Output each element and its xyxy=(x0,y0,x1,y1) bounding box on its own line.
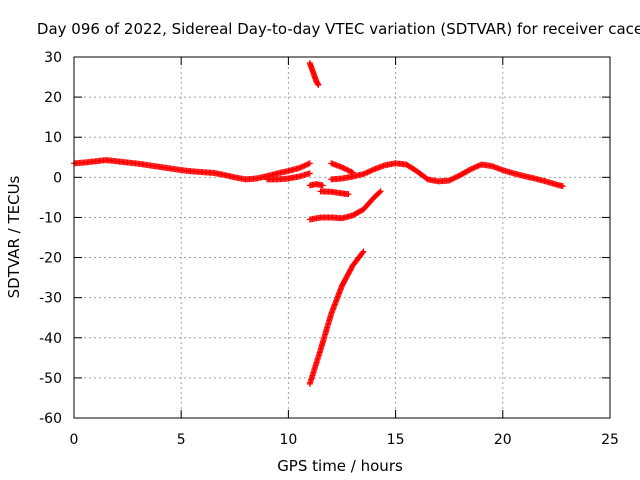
x-tick-label: 25 xyxy=(601,432,619,448)
x-tick-labels: 0 5 10 15 20 25 xyxy=(70,432,619,448)
data-point xyxy=(450,175,457,182)
data-point xyxy=(364,169,371,176)
data-point xyxy=(306,170,313,177)
data-point xyxy=(360,248,367,255)
data-point xyxy=(447,176,454,183)
y-tick-label: -60 xyxy=(39,411,62,427)
data-point xyxy=(467,166,474,173)
series-dip-fragment-b xyxy=(317,188,352,198)
series-steep-descent xyxy=(306,248,367,387)
data-point xyxy=(301,162,308,169)
data-point xyxy=(340,164,347,171)
data-point xyxy=(368,167,375,174)
series-negative-arc xyxy=(306,188,384,223)
data-point xyxy=(347,168,354,175)
data-point xyxy=(454,173,461,180)
y-tick-label: 30 xyxy=(44,50,62,66)
data-point xyxy=(365,168,372,175)
y-tick-label: -20 xyxy=(39,251,62,267)
data-point xyxy=(300,163,307,170)
x-axis-label: GPS time / hours xyxy=(277,457,403,475)
y-tick-label: 20 xyxy=(44,90,62,106)
x-tick-label: 15 xyxy=(387,432,405,448)
series-dip-fragment-a xyxy=(306,181,326,189)
data-point xyxy=(305,160,312,167)
y-tick-label: -30 xyxy=(39,291,62,307)
data-point xyxy=(315,82,322,89)
series-recovery-trace xyxy=(328,160,566,190)
data-point xyxy=(448,176,455,183)
data-point xyxy=(369,166,376,173)
axis-ticks xyxy=(73,56,611,419)
data-point xyxy=(302,162,309,169)
data-point xyxy=(376,189,383,196)
series-main-trace xyxy=(71,157,313,183)
y-tick-label: -40 xyxy=(39,331,62,347)
y-tick-labels: -60 -50 -40 -30 -20 -10 0 10 20 30 xyxy=(39,50,62,427)
data-point xyxy=(446,177,453,184)
x-tick-label: 0 xyxy=(70,432,79,448)
data-points xyxy=(71,60,566,387)
data-point xyxy=(319,182,326,189)
data-point xyxy=(297,164,304,171)
data-point xyxy=(360,171,367,178)
y-tick-label: -10 xyxy=(39,210,62,226)
data-point xyxy=(339,164,345,171)
data-point xyxy=(345,167,352,174)
series-spike-upper xyxy=(306,60,322,89)
chart-title: Day 096 of 2022, Sidereal Day-to-day VTE… xyxy=(37,20,640,38)
data-point xyxy=(361,170,368,177)
y-tick-label: 0 xyxy=(53,170,62,186)
data-point xyxy=(304,161,311,168)
data-point xyxy=(471,164,478,171)
data-point xyxy=(377,188,384,195)
data-point xyxy=(367,168,374,175)
plot-frame xyxy=(73,56,611,419)
series-rising-fragment xyxy=(328,160,356,176)
data-point xyxy=(470,165,477,172)
data-point xyxy=(363,169,370,176)
data-point xyxy=(451,174,458,181)
data-point xyxy=(474,163,481,170)
series-dip-trace xyxy=(263,170,313,183)
y-tick-label: 10 xyxy=(44,130,62,146)
data-point xyxy=(359,249,366,256)
data-point xyxy=(468,165,475,172)
x-tick-label: 5 xyxy=(177,432,186,448)
data-point xyxy=(475,162,482,169)
data-point xyxy=(345,191,352,198)
data-point xyxy=(343,166,350,173)
y-tick-label: -50 xyxy=(39,371,62,387)
y-axis-label: SDTVAR / TECUs xyxy=(5,175,23,298)
data-point xyxy=(296,165,303,172)
data-point xyxy=(306,160,313,167)
data-point xyxy=(344,166,351,173)
data-point xyxy=(298,163,305,170)
data-point xyxy=(473,163,479,170)
x-tick-label: 20 xyxy=(494,432,512,448)
x-tick-label: 10 xyxy=(279,432,297,448)
data-point xyxy=(452,174,459,181)
data-point xyxy=(341,165,348,172)
data-point xyxy=(559,183,566,190)
